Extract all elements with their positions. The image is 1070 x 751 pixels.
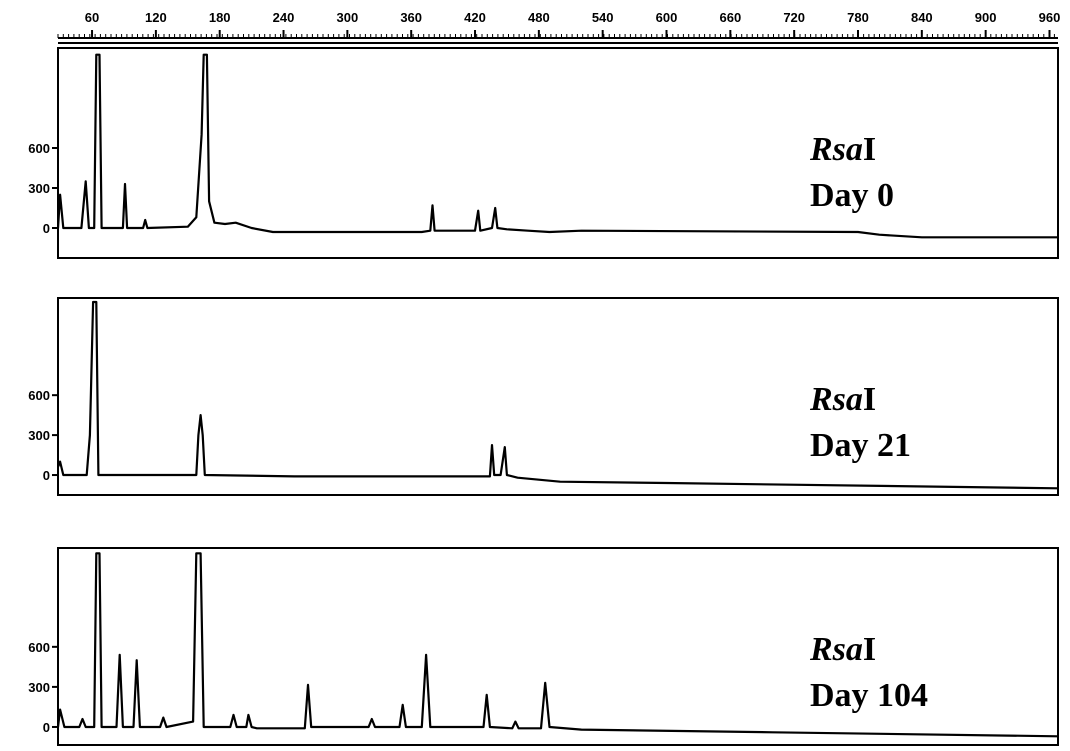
y-tick-label: 600 xyxy=(28,640,50,655)
y-tick-label: 0 xyxy=(43,468,50,483)
trace xyxy=(56,552,1059,738)
panel-frame xyxy=(57,547,1059,746)
panel-title: RsaI xyxy=(809,381,876,418)
x-tick-label: 960 xyxy=(1039,10,1061,25)
panel-title: Day 21 xyxy=(810,427,911,464)
trace xyxy=(56,300,1059,490)
x-tick-label: 780 xyxy=(847,10,869,25)
x-tick-label: 240 xyxy=(273,10,295,25)
x-tick-label: 120 xyxy=(145,10,167,25)
y-tick-label: 600 xyxy=(28,141,50,156)
panel-title: RsaI xyxy=(809,131,876,168)
enzyme-suffix: I xyxy=(863,381,876,418)
x-tick-label: 480 xyxy=(528,10,550,25)
y-tick-label: 0 xyxy=(43,221,50,236)
x-tick-label: 300 xyxy=(337,10,359,25)
y-tick-label: 300 xyxy=(28,428,50,443)
x-tick-label: 840 xyxy=(911,10,933,25)
panel-title: RsaI xyxy=(809,631,876,668)
x-tick-label: 660 xyxy=(719,10,741,25)
enzyme: Rsa xyxy=(809,381,863,418)
x-tick-label: 60 xyxy=(85,10,99,25)
panel-frame xyxy=(57,297,1059,496)
x-tick-label: 900 xyxy=(975,10,997,25)
x-tick-label: 540 xyxy=(592,10,614,25)
y-tick-label: 0 xyxy=(43,720,50,735)
y-tick-label: 300 xyxy=(28,680,50,695)
panel-title: Day 104 xyxy=(810,677,928,714)
y-tick-label: 600 xyxy=(28,388,50,403)
enzyme: Rsa xyxy=(809,631,863,668)
enzyme: Rsa xyxy=(809,131,863,168)
x-tick-label: 180 xyxy=(209,10,231,25)
enzyme-suffix: I xyxy=(863,631,876,668)
panel-title: Day 0 xyxy=(810,177,894,214)
x-tick-label: 720 xyxy=(783,10,805,25)
enzyme-suffix: I xyxy=(863,131,876,168)
x-tick-label: 420 xyxy=(464,10,486,25)
panel-frame xyxy=(57,47,1059,259)
y-tick-label: 300 xyxy=(28,181,50,196)
x-tick-label: 360 xyxy=(400,10,422,25)
x-tick-label: 600 xyxy=(656,10,678,25)
trace xyxy=(56,53,1058,239)
